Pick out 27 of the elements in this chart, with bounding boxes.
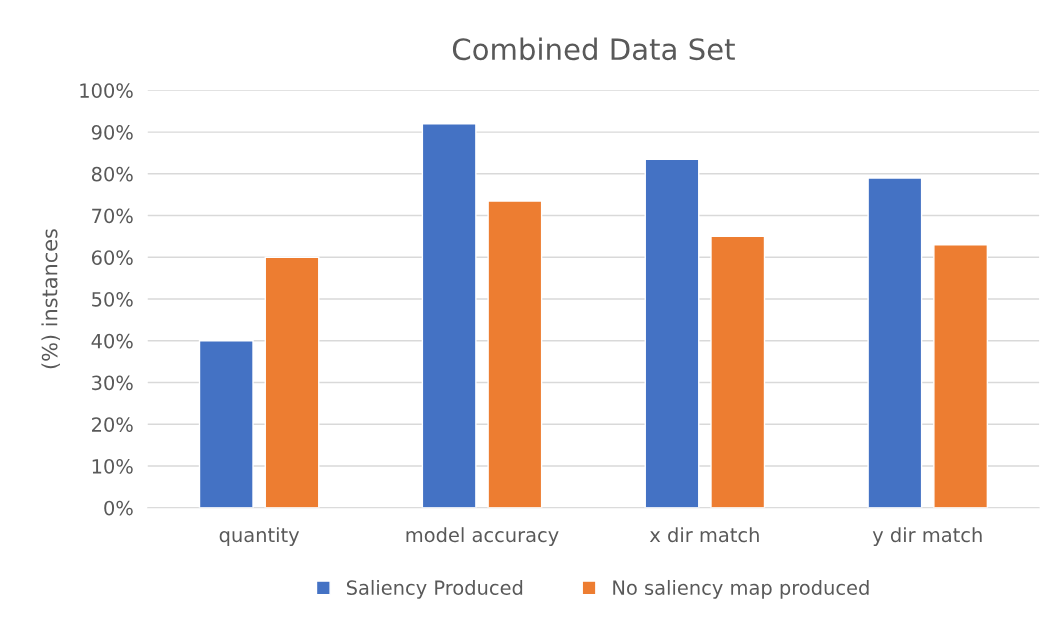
chart-title: Combined Data Set xyxy=(452,37,735,61)
y-tick-label: 20% xyxy=(92,417,133,432)
y-tick-label: 100% xyxy=(80,83,133,98)
bar xyxy=(644,158,700,508)
y-tick-label: 70% xyxy=(92,208,133,224)
y-tick-label: 90% xyxy=(91,125,133,140)
y-tick-label: 60% xyxy=(91,250,133,265)
bar xyxy=(487,200,543,508)
bar xyxy=(264,256,320,508)
x-tick-label: y dir match xyxy=(872,527,982,547)
y-tick-label: 30% xyxy=(92,375,133,391)
y-tick-label: 50% xyxy=(92,292,133,307)
legend-label: No saliency map produced xyxy=(613,579,869,599)
bar xyxy=(198,340,254,508)
y-tick-label: 40% xyxy=(91,333,133,349)
x-tick-label: quantity xyxy=(219,527,300,547)
x-tick-label: model accuracy xyxy=(406,527,559,547)
bar xyxy=(867,177,923,508)
y-axis-title: (%) instances xyxy=(41,229,60,369)
bar xyxy=(710,235,766,508)
x-tick-label: x dir match xyxy=(649,527,759,543)
y-tick-label: 0% xyxy=(104,500,133,516)
y-tick-label: 10% xyxy=(92,458,133,474)
bar xyxy=(933,244,989,508)
bar xyxy=(421,123,477,508)
legend-label: Saliency Produced xyxy=(346,579,523,599)
y-tick-label: 80% xyxy=(91,166,133,182)
